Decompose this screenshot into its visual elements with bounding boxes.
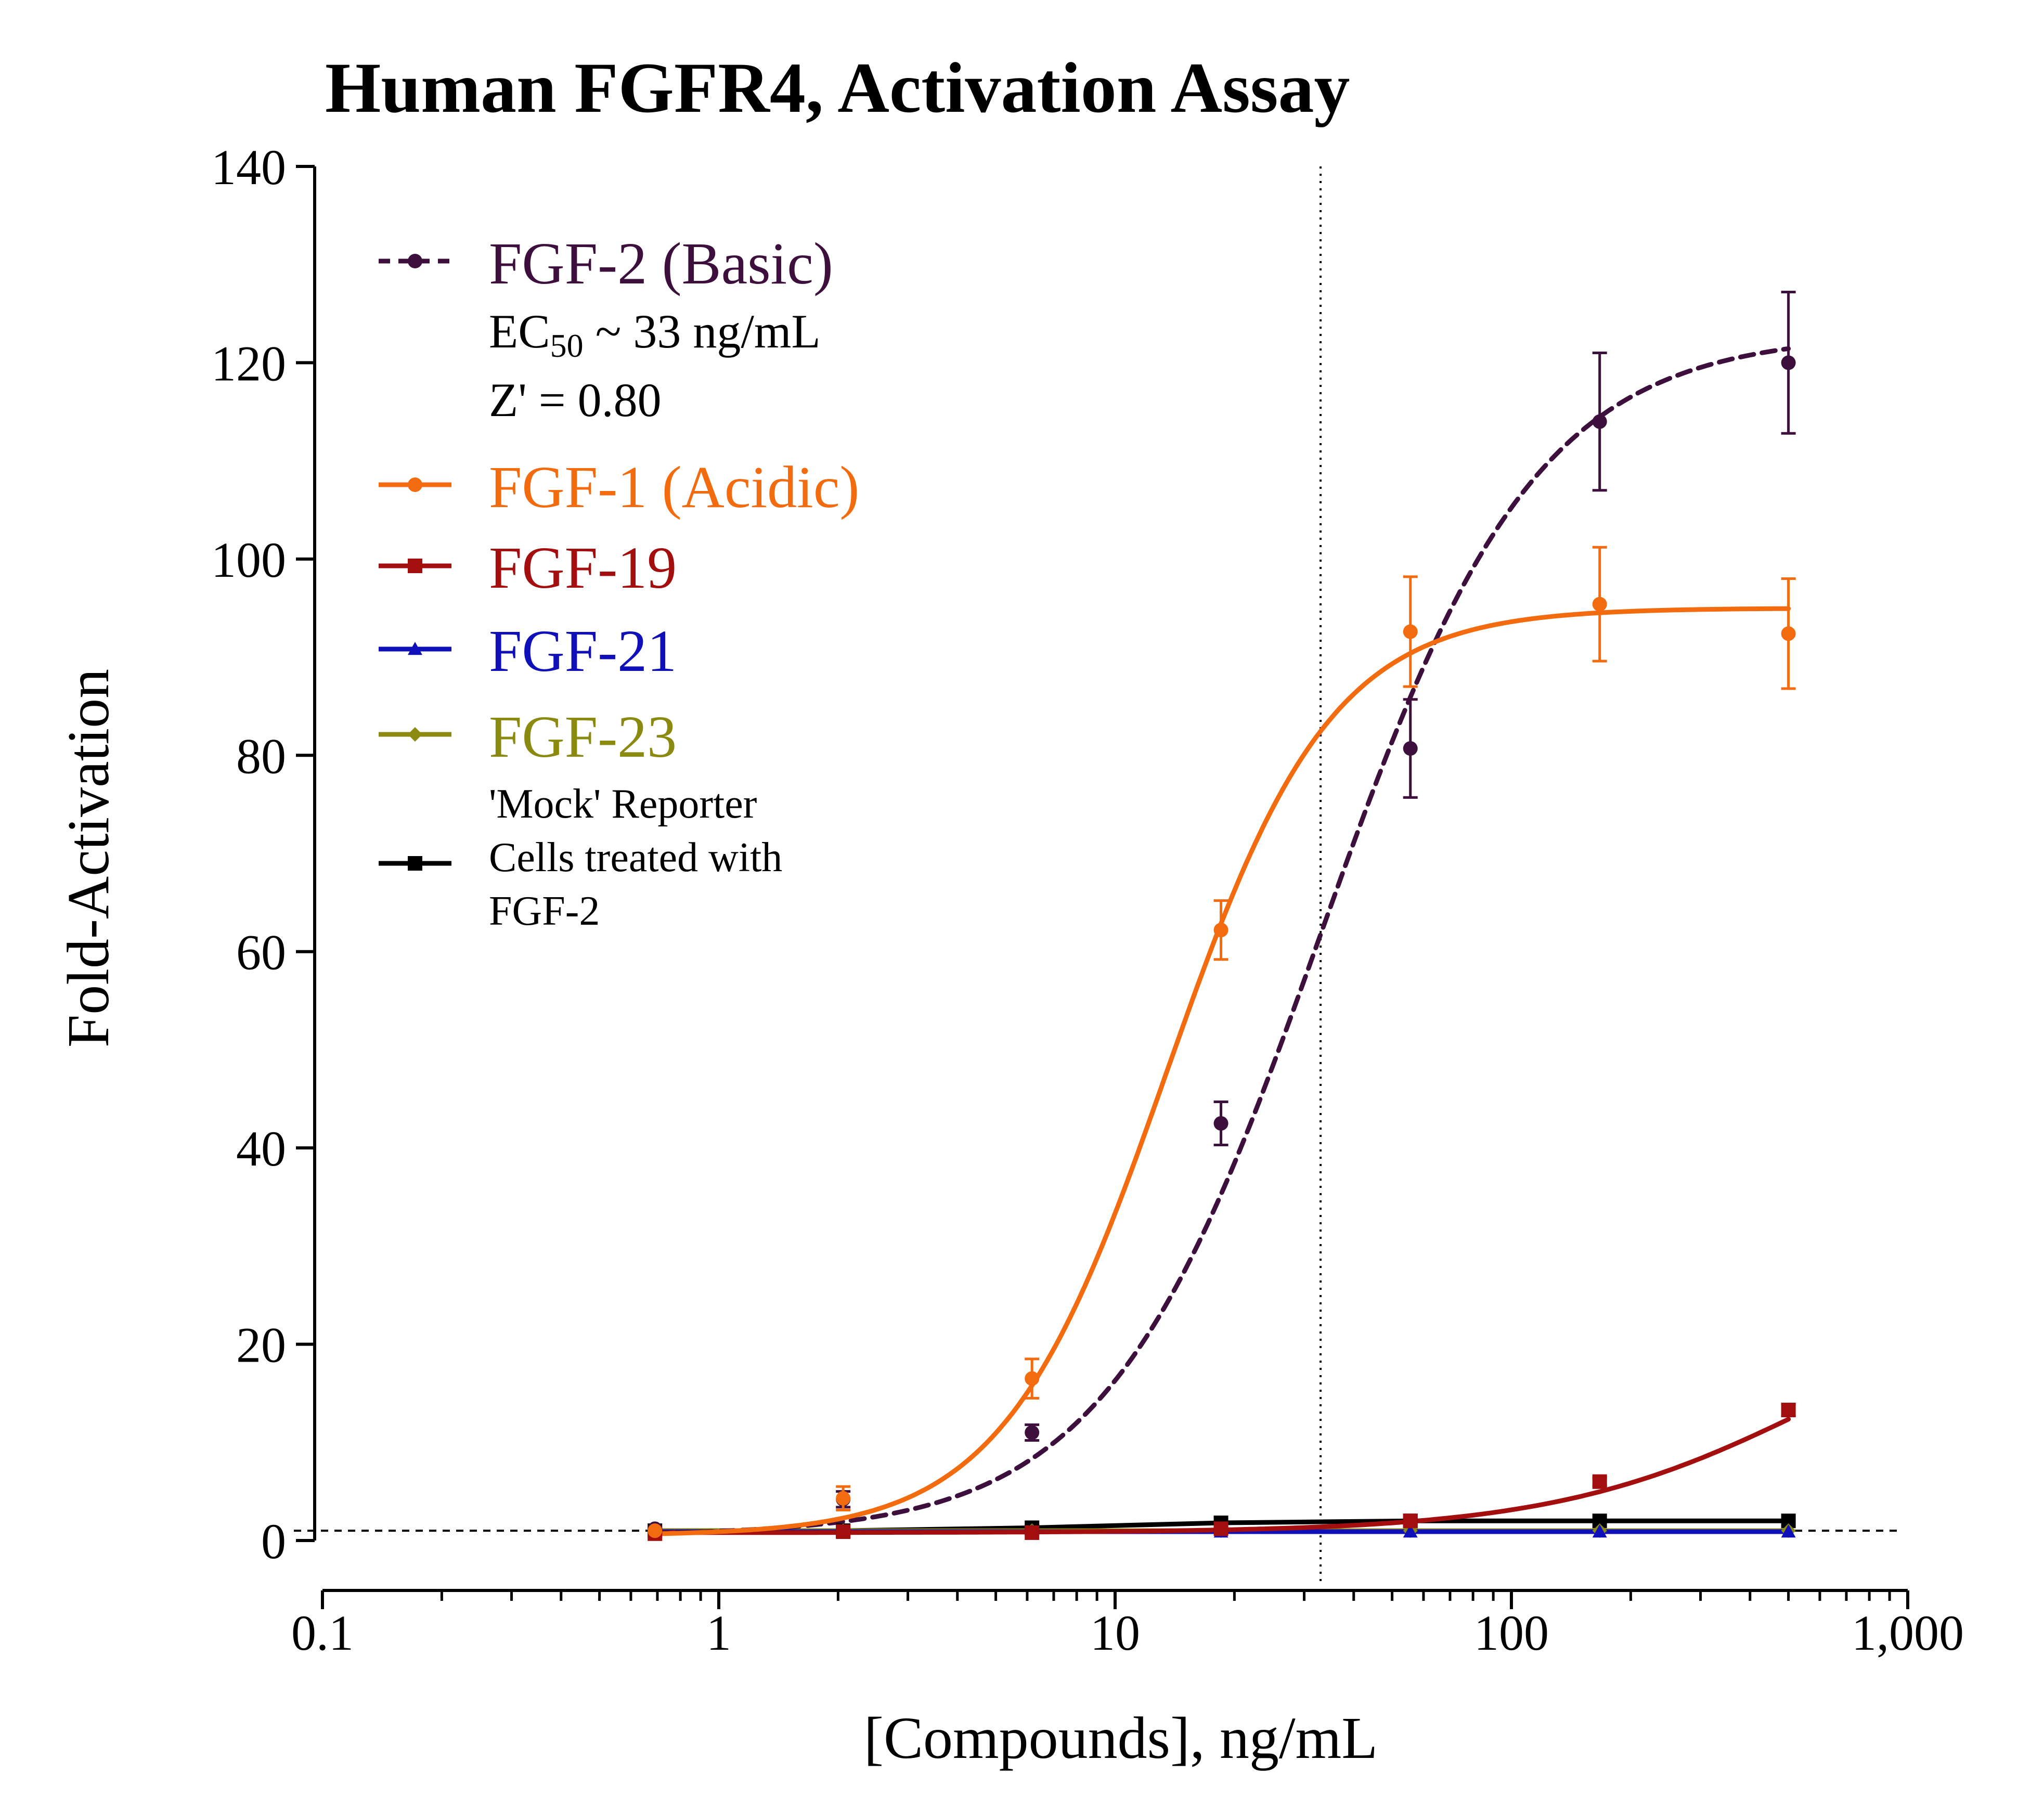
y-tick-label: 40: [236, 1121, 286, 1176]
series-2-point: [1025, 1525, 1040, 1540]
x-tick-label: 10: [1090, 1605, 1140, 1661]
legend-mock-line-2: Cells treated with: [489, 835, 782, 881]
series-0-point: [1025, 1425, 1040, 1440]
legend-sample-marker-0: [408, 254, 422, 268]
y-tick-label: 60: [236, 925, 286, 980]
series-1-point: [1781, 626, 1796, 641]
x-tick-label: 1: [706, 1605, 731, 1661]
series-1-point: [1592, 597, 1607, 612]
legend-mock-line-1: 'Mock' Reporter: [489, 781, 757, 827]
series-2-point: [836, 1524, 851, 1539]
x-axis-label: [Compounds], ng/mL: [864, 1705, 1378, 1771]
series-2-point: [1781, 1403, 1796, 1418]
legend-ec50-prefix: EC: [489, 305, 550, 358]
series-1-point: [1025, 1371, 1040, 1386]
legend: FGF-2 (Basic) EC50 ~ 33 ng/mL Z' = 0.80 …: [379, 230, 859, 934]
series-2-point: [1403, 1513, 1418, 1529]
y-tick-label: 140: [211, 139, 286, 195]
legend-label-fgf2: FGF-2 (Basic): [489, 230, 833, 296]
series-3-point: [1592, 1524, 1607, 1538]
legend-zprime: Z' = 0.80: [489, 373, 662, 426]
legend-sample-marker-5: [408, 856, 422, 871]
legend-sample-marker-1: [408, 477, 422, 492]
y-tick-label: 20: [236, 1317, 286, 1373]
legend-ec50: EC50 ~ 33 ng/mL: [489, 305, 821, 364]
legend-label-fgf1: FGF-1 (Acidic): [489, 454, 859, 520]
x-tick-label: 0.1: [291, 1605, 354, 1661]
series-1-point: [1213, 923, 1228, 938]
series-0-point: [1592, 414, 1607, 429]
legend-samples: [379, 254, 451, 871]
axes: 0 20 40 60 80 100 120 140 0.1 1 10 100 1,000: [211, 139, 1964, 1661]
series-2-point: [1592, 1474, 1607, 1489]
legend-ec50-subscript: 50: [550, 327, 584, 364]
series-1-point: [836, 1491, 851, 1506]
legend-label-fgf21: FGF-21: [489, 618, 677, 684]
chart-title: Human FGFR4, Activation Assay: [325, 48, 1350, 127]
y-axis-label: Fold-Activation: [55, 669, 121, 1047]
series-0-point: [1213, 1116, 1228, 1131]
series-1-point: [1403, 624, 1418, 639]
y-tick-label: 0: [261, 1513, 286, 1569]
series-0-point: [1403, 741, 1418, 756]
legend-sample-marker-4: [408, 727, 422, 742]
y-tick-label: 100: [211, 532, 286, 588]
legend-sample-marker-2: [408, 559, 422, 573]
series-0-point: [1781, 355, 1796, 370]
legend-ec50-suffix: ~ 33 ng/mL: [584, 305, 821, 358]
legend-label-fgf19: FGF-19: [489, 535, 677, 601]
y-tick-label: 80: [236, 728, 286, 784]
y-tick-label: 120: [211, 335, 286, 391]
x-tick-label: 100: [1474, 1605, 1549, 1661]
series-2-point: [1213, 1521, 1228, 1536]
legend-mock-line-3: FGF-2: [489, 888, 600, 934]
data-points: [648, 291, 1796, 1541]
series-3-point: [1781, 1524, 1796, 1538]
x-tick-label: 1,000: [1852, 1605, 1964, 1661]
series-3-point: [1403, 1524, 1418, 1538]
series-1-point: [648, 1523, 663, 1538]
legend-label-fgf23: FGF-23: [489, 704, 677, 770]
legend-sample-marker-3: [408, 642, 422, 655]
